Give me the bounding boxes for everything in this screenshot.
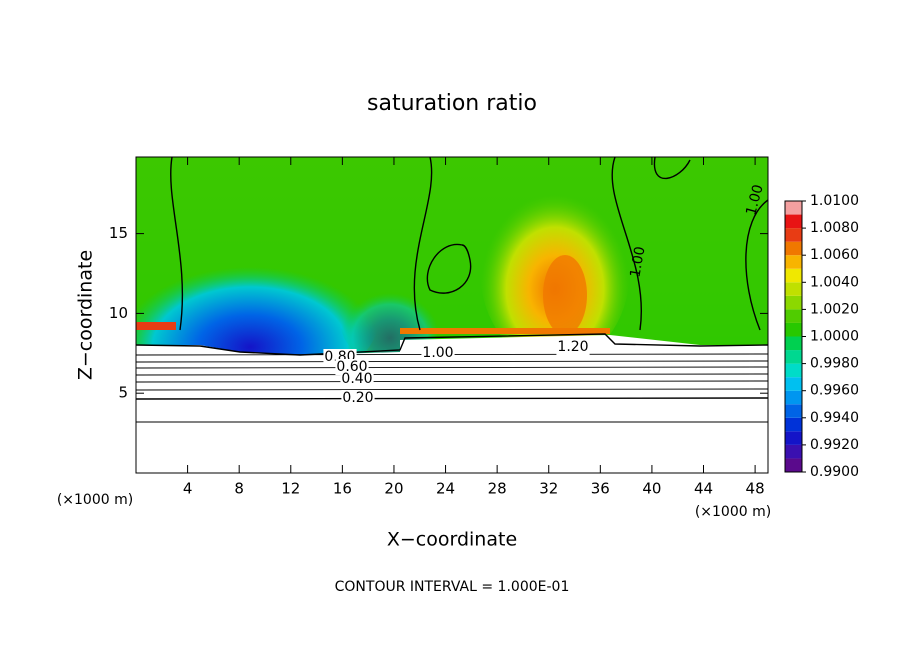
label-bg <box>341 390 375 406</box>
colorbar-tick-label: 1.0100 <box>810 193 859 209</box>
colorbar-band <box>785 309 802 323</box>
x-unit: (×1000 m) <box>695 504 771 520</box>
footer: CONTOUR INTERVAL = 1.000E-01 <box>335 579 570 595</box>
x-unit: (×1000 m) <box>57 492 133 508</box>
colorbar-tick-label: 1.0080 <box>810 220 859 236</box>
x-tick-label: 36 <box>591 480 610 498</box>
colorbar-band <box>785 214 802 229</box>
colorbar-band <box>785 295 802 310</box>
y-tick-label: 10 <box>109 304 128 322</box>
contour-label: 0.20 <box>342 390 373 406</box>
x-tick-label: 16 <box>333 480 352 498</box>
label-bg <box>421 345 455 361</box>
colorbar-tick-label: 0.9960 <box>810 383 859 399</box>
colorbar-tick-label: 0.9900 <box>810 464 859 480</box>
x-tick-label: 8 <box>234 480 244 498</box>
colorbar-band <box>785 417 802 432</box>
colorbar-tick-label: 0.9920 <box>810 437 859 453</box>
x-tick-label: 20 <box>384 480 403 498</box>
x-tick-label: 48 <box>746 480 765 498</box>
contour-label: 0.40 <box>341 371 372 387</box>
label-bg <box>556 339 590 355</box>
colorbar-band <box>785 228 802 242</box>
colorbar-band <box>785 241 802 256</box>
colorbar-band <box>785 282 802 296</box>
colorbar-band <box>785 458 802 472</box>
x-tick-label: 44 <box>694 480 713 498</box>
x-tick-label: 32 <box>539 480 558 498</box>
colorbar-band <box>785 350 802 364</box>
contour-label: 1.00 <box>422 345 453 361</box>
x-tick-label: 24 <box>436 480 455 498</box>
colorbar-band <box>785 201 802 215</box>
field <box>136 157 768 473</box>
colorbar-tick-label: 1.0000 <box>810 329 859 345</box>
colorbar-tick-label: 0.9940 <box>810 410 859 426</box>
colorbar-band <box>785 363 802 378</box>
contour-label: 1.00 <box>743 183 767 217</box>
colorbar-band <box>785 255 802 269</box>
colorbar-band <box>785 268 802 283</box>
colorbar-tick-label: 0.9980 <box>810 356 859 372</box>
contour-label: 1.00 <box>627 245 648 278</box>
x-tick-label: 40 <box>642 480 661 498</box>
plot-frame <box>135 156 769 474</box>
x-tick-label: 4 <box>183 480 193 498</box>
colorbar-tick-label: 1.0040 <box>810 274 859 290</box>
chart-title: saturation ratio <box>367 91 537 116</box>
colorbar-tick-label: 1.0060 <box>810 247 859 263</box>
y-tick-label: 5 <box>118 384 128 402</box>
colorbar-band <box>785 336 802 351</box>
colorbar-tick-label: 1.0020 <box>810 301 859 317</box>
x-tick-label: 28 <box>488 480 507 498</box>
x-axis-label: X−coordinate <box>387 529 517 551</box>
y-tick-label: 15 <box>109 224 128 242</box>
x-tick-label: 12 <box>281 480 300 498</box>
colorbar-band <box>785 404 802 418</box>
colorbar-band <box>785 444 802 459</box>
colorbar-band <box>785 390 802 405</box>
colorbar-band <box>785 377 802 391</box>
colorbar-band <box>785 322 802 337</box>
y-axis-label: Z−coordinate <box>75 250 97 380</box>
contour-label: 1.20 <box>557 339 588 355</box>
colorbar-band <box>785 431 802 445</box>
label-bg <box>340 371 374 387</box>
